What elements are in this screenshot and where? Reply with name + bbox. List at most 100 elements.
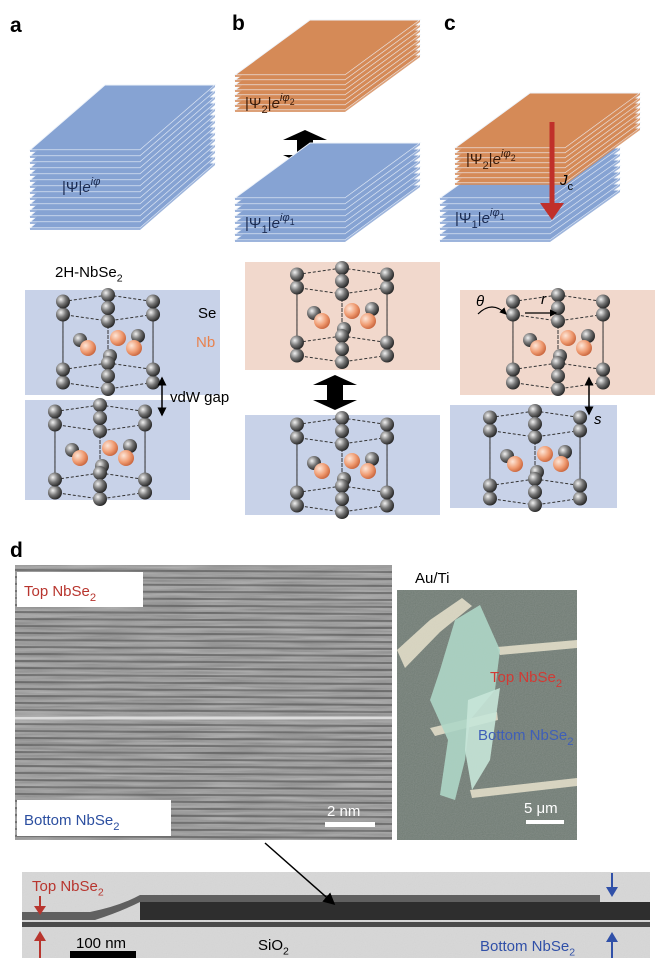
text-part: 2 [567,736,573,748]
atom [138,404,153,419]
atom [528,417,542,431]
text-part: | [489,151,493,168]
atom [335,505,349,519]
atom [505,362,520,377]
atom [335,355,349,369]
atom [55,307,70,322]
lattice-fringe [14,730,393,734]
panel-letter: d [10,539,23,562]
angle-label: θ [476,293,484,310]
atom [123,439,137,453]
plate-edge [235,143,420,200]
atom [146,307,161,322]
atom [101,382,115,396]
atom [344,303,360,319]
scale-bar [70,951,136,958]
atom [314,463,330,479]
lattice-fringe [14,835,393,839]
scale-label: 2 nm [327,803,360,820]
text-part: e [482,210,490,227]
plate-edge [235,45,420,102]
atom [47,404,62,419]
top-flake [22,895,600,920]
lattice-fringe [14,758,393,762]
atom [596,294,611,309]
atom [335,274,349,288]
plate-edge [455,123,640,180]
scale-label: 5 μm [524,800,558,817]
atom [55,375,70,390]
plate-edge [235,179,420,236]
bottom-flake [140,902,650,920]
text-part: 2 [117,273,123,285]
atom [138,417,153,432]
atom [146,375,161,390]
plate-edge [30,85,215,152]
plate-edge [455,128,640,185]
atom [335,411,349,425]
text-part: iφ [91,176,101,188]
atom [596,375,611,390]
atom-label: Nb [196,334,215,351]
atom [482,478,497,493]
atom [365,452,379,466]
plate-edge [235,30,420,87]
atom [560,330,576,346]
text-part: SiO [258,937,283,954]
electrode [470,778,577,798]
text-part: J [559,172,568,189]
atom [380,430,395,445]
text-part: 2 [283,946,289,958]
atom [380,348,395,363]
atom [335,329,349,343]
text-part: 1 [471,219,477,231]
scale-label: 100 nm [76,935,126,952]
crystal-title: 2H-NbSe2 [55,264,123,285]
plate-edge [440,190,620,242]
plate-edge [30,115,215,182]
atom [102,440,118,456]
lattice-fringe [14,632,393,636]
atom [360,313,376,329]
text-part: e [272,95,280,112]
panel-letter: a [10,14,22,37]
gap-label: s [594,411,602,428]
lattice-fringe [14,611,393,615]
atom [335,287,349,301]
text-part: 2 [90,592,96,604]
text-part: e [272,215,280,232]
atom [344,453,360,469]
atom [289,485,304,500]
wavefunction-label: |Ψ|eiφ [62,176,100,196]
lattice-fringe [14,779,393,783]
atom [93,466,107,480]
text-part: 1 [290,217,295,227]
atom [118,450,134,466]
plate-edge [235,185,420,242]
flake [430,605,500,800]
atom [289,335,304,350]
atom [573,491,588,506]
atom [289,430,304,445]
plate-edge [235,20,420,77]
plate-edge [440,172,620,224]
lattice-fringe [14,646,393,650]
atom [528,485,542,499]
marker-arrow-head [34,906,46,915]
text-part: 1 [261,224,267,236]
plate-edge [455,113,640,170]
optical-label: Bottom NbSe2 [478,727,573,748]
text-part: |Ψ [245,95,261,112]
atom [482,491,497,506]
lattice-fringe [14,709,393,713]
text-part: 2 [290,97,295,107]
strip-label: SiO2 [258,937,289,958]
lattice-fringe [14,751,393,755]
strip-label: Top NbSe2 [32,878,104,899]
text-part: 2 [482,160,488,172]
atom [482,423,497,438]
text-part: | [268,95,272,112]
lattice-fringe [14,569,393,573]
atom [558,445,572,459]
atom [482,410,497,425]
